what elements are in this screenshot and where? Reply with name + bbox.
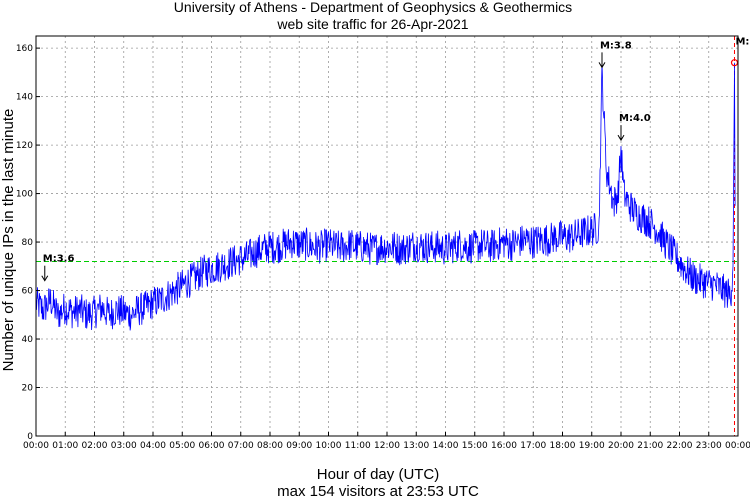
y-tick-label: 140 — [16, 93, 33, 103]
x-tick-label: 15:00 — [462, 441, 488, 451]
series-layer — [35, 61, 736, 331]
x-tick-label: 06:00 — [199, 441, 225, 451]
x-tick-label: 03:00 — [111, 441, 137, 451]
x-tick-label: 23:00 — [696, 441, 722, 451]
x-tick-label: 20:00 — [608, 441, 634, 451]
y-tick-label: 120 — [16, 141, 33, 151]
x-tick-label: 21:00 — [637, 441, 663, 451]
x-tick-label: 22:00 — [667, 441, 693, 451]
x-tick-label: 19:00 — [579, 441, 605, 451]
x-tick-label: 04:00 — [140, 441, 166, 451]
chart-subtitle: web site traffic for 26-Apr-2021 — [276, 16, 468, 32]
y-tick-label: 20 — [22, 384, 34, 394]
y-tick-label: 100 — [16, 190, 33, 200]
x-tick-label: 00:00 — [23, 441, 49, 451]
x-tick-label: 17:00 — [520, 441, 546, 451]
annotation-arrowhead — [598, 62, 606, 69]
annotation-label: M:4.0 — [619, 113, 651, 124]
y-axis-label: Number of unique IPs in the last minute — [0, 109, 17, 372]
x-tick-label: 13:00 — [403, 441, 429, 451]
tick-labels: 00:00 01:00 02:00 03:00 04:00 05:00 06:00 07:00… — [16, 44, 750, 451]
x-tick-label: 00:00 — [725, 441, 750, 451]
annotation-label: M:3.8 — [600, 40, 632, 51]
x-tick-label: 02:00 — [82, 441, 108, 451]
traffic-series-line — [35, 61, 736, 331]
y-tick-label: 80 — [22, 238, 34, 248]
x-tick-label: 12:00 — [374, 441, 400, 451]
x-tick-label: 11:00 — [345, 441, 371, 451]
chart-footer: max 154 visitors at 23:53 UTC — [277, 483, 479, 500]
y-tick-label: 40 — [22, 335, 34, 345]
annotation-label: M:3.6 — [43, 254, 75, 265]
y-tick-label: 0 — [27, 432, 33, 442]
x-tick-label: 05:00 — [169, 441, 195, 451]
annotation-arrowhead — [41, 275, 49, 282]
y-tick-label: 60 — [22, 287, 34, 297]
annotation-arrowhead — [617, 134, 625, 142]
grid-layer — [36, 36, 738, 436]
annotations-layer: M:3.6 M:3.8 M:4.0 M:3.7 — [41, 37, 750, 282]
x-tick-label: 09:00 — [286, 441, 312, 451]
x-tick-label: 10:00 — [316, 441, 342, 451]
x-tick-label: 01:00 — [52, 441, 78, 451]
max-marker — [730, 59, 739, 67]
y-tick-label: 160 — [16, 44, 33, 54]
chart-title: University of Athens - Department of Geo… — [174, 0, 572, 15]
x-tick-label: 14:00 — [433, 441, 459, 451]
x-axis-label: Hour of day (UTC) — [317, 466, 440, 483]
x-tick-label: 18:00 — [550, 441, 576, 451]
annotation-label: M:3.7 — [735, 37, 750, 48]
x-tick-label: 08:00 — [257, 441, 283, 451]
x-tick-label: 16:00 — [491, 441, 517, 451]
x-tick-label: 07:00 — [228, 441, 254, 451]
